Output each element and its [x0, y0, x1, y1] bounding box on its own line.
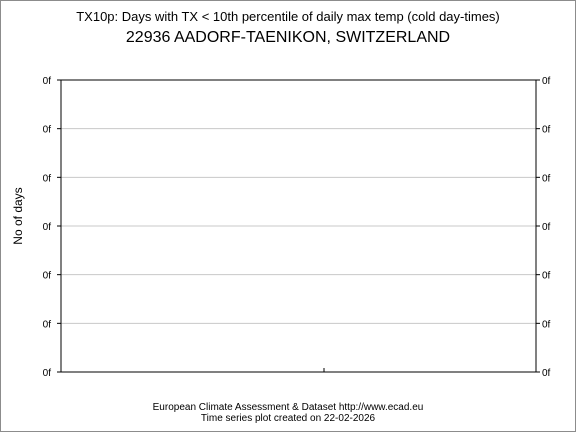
y-tick-label-right: 0f	[542, 319, 551, 330]
tick-labels: 0f 0f 0f 0f 0f 0f 0f 0f 0f 0f 0f 0f 0f 0f	[43, 76, 551, 379]
y-tick-label-right: 0f	[542, 125, 551, 136]
y-tick-label-right: 0f	[542, 173, 551, 184]
footer-credit: European Climate Assessment & Dataset ht…	[153, 402, 424, 413]
chart-title: TX10p: Days with TX < 10th percentile of…	[76, 9, 500, 24]
y-tick-label-left: 0f	[43, 222, 52, 233]
y-tick-label-left: 0f	[43, 271, 52, 282]
y-tick-label-left: 0f	[43, 319, 52, 330]
y-tick-label-right: 0f	[542, 368, 551, 379]
footer-timestamp: Time series plot created on 22-02-2026	[201, 413, 376, 424]
y-tick-label-right: 0f	[542, 222, 551, 233]
chart-subtitle: 22936 AADORF-TAENIKON, SWITZERLAND	[126, 29, 450, 46]
y-tick-label-right: 0f	[542, 271, 551, 282]
grid-lines	[61, 128, 536, 324]
y-tick-label-right: 0f	[542, 76, 551, 87]
tick-marks	[57, 79, 540, 373]
y-tick-label-left: 0f	[43, 173, 52, 184]
y-tick-label-left: 0f	[43, 368, 52, 379]
y-axis-label: No of days	[11, 187, 25, 244]
plot-area	[60, 79, 537, 373]
y-tick-label-left: 0f	[43, 125, 52, 136]
y-tick-label-left: 0f	[43, 76, 52, 87]
